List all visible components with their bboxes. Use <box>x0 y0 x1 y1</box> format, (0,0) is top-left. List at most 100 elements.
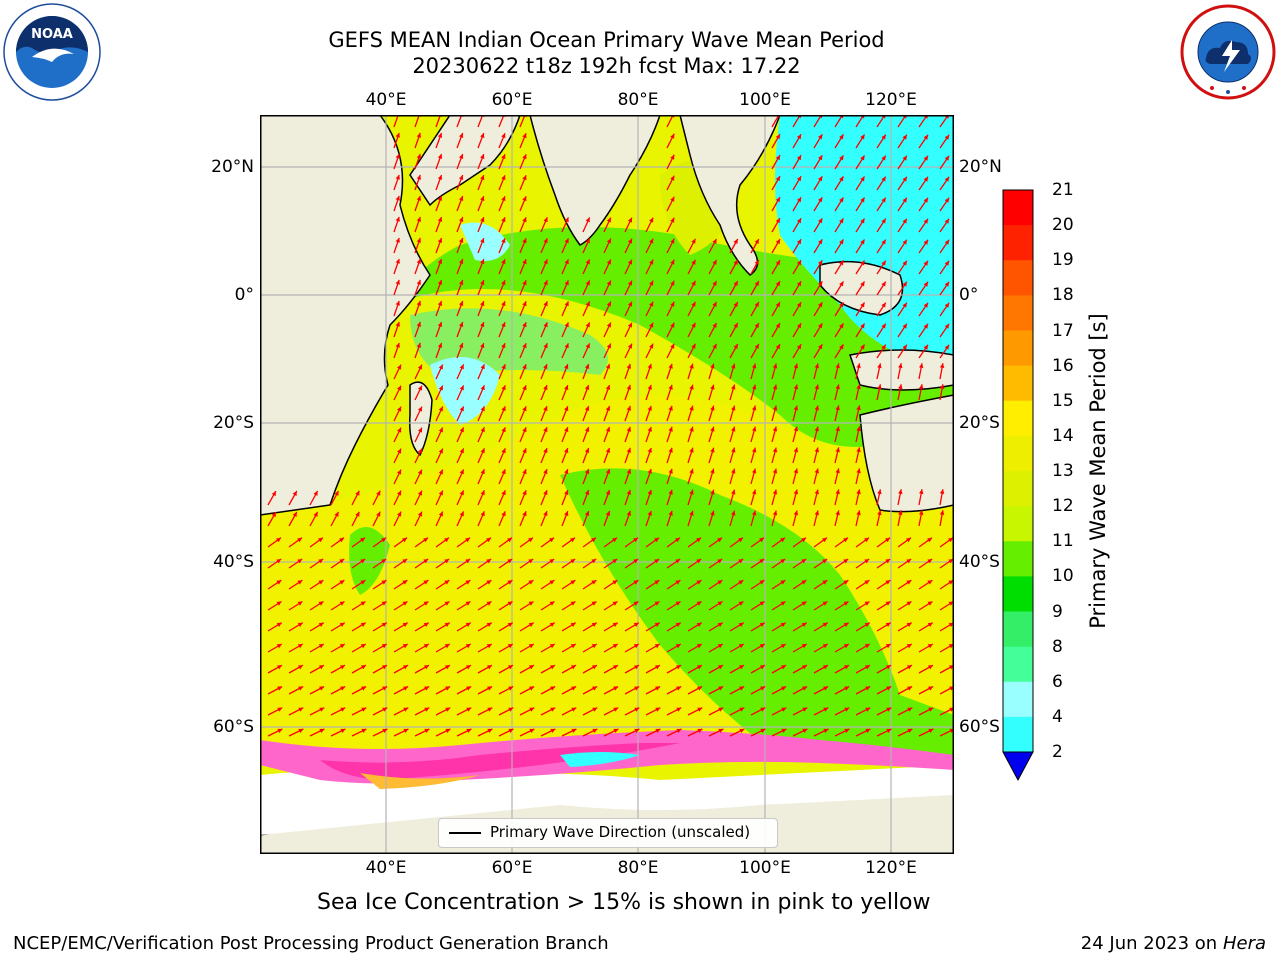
wave-arrow-head <box>670 217 675 223</box>
wave-arrow-head <box>760 728 766 733</box>
wave-arrow-head <box>906 622 912 627</box>
wave-arrow-head <box>403 665 408 670</box>
wave-arrow-head <box>796 134 802 140</box>
wave-arrow-head <box>927 559 933 564</box>
wave-arrow-head <box>465 559 471 564</box>
wave-arrow-head <box>501 427 506 433</box>
wave-arrow-head <box>865 728 871 733</box>
sea-ice-caption: Sea Ice Concentration > 15% is shown in … <box>317 890 931 915</box>
wave-arrow-head <box>670 133 675 139</box>
wave-arrow-head <box>465 537 470 543</box>
wave-arrow-head <box>944 302 950 308</box>
wave-arrow-head <box>319 686 325 691</box>
wave-arrow-head <box>814 405 819 411</box>
wave-arrow-head <box>881 218 886 224</box>
colorbar-title: Primary Wave Mean Period [s] <box>1086 313 1110 629</box>
wave-arrow-head <box>292 512 297 517</box>
wave-arrow-head <box>793 510 799 516</box>
wave-arrow-head <box>297 622 303 627</box>
colorbar-segment <box>1003 681 1033 718</box>
wave-arrow-head <box>902 218 907 224</box>
wave-arrow-head <box>752 510 757 516</box>
wave-arrow-head <box>839 218 844 224</box>
wave-arrow-head <box>738 559 744 564</box>
wave-arrow-head <box>731 447 736 453</box>
wave-arrow-head <box>835 405 840 411</box>
wave-arrow-head <box>480 217 485 223</box>
wave-arrow-head <box>507 580 513 585</box>
wave-arrow-head <box>626 426 631 432</box>
wave-arrow-head <box>501 154 506 160</box>
wave-arrow-head <box>549 601 555 606</box>
wave-arrow-head <box>549 622 555 627</box>
colorbar-segment <box>1003 576 1033 612</box>
wave-arrow-head <box>881 134 886 140</box>
wave-arrow-head <box>564 406 569 412</box>
wave-arrow-head <box>417 469 422 475</box>
wave-arrow-head <box>923 134 928 140</box>
colorbar-tick-label: 16 <box>1052 355 1074 376</box>
wave-arrow-head <box>529 686 535 691</box>
wave-arrow-head <box>923 155 928 161</box>
wave-arrow-head <box>860 176 865 182</box>
wave-arrow-head <box>712 322 717 328</box>
wave-arrow-head <box>480 364 485 370</box>
wave-arrow-head <box>864 559 870 564</box>
wave-arrow-head <box>668 468 673 474</box>
wave-arrow-head <box>818 344 823 350</box>
wave-arrow-head <box>670 196 675 202</box>
wave-arrow-shaft <box>435 115 442 128</box>
wave-arrow-head <box>796 260 802 266</box>
wave-arrow-head <box>691 259 696 265</box>
wave-arrow-head <box>626 447 631 453</box>
wave-arrow-head <box>360 601 366 606</box>
wave-arrow-head <box>633 622 639 627</box>
wave-arrow-head <box>886 728 892 733</box>
wave-arrow-head <box>793 384 799 390</box>
wave-arrow-head <box>689 447 694 453</box>
wave-arrow-head <box>444 622 450 627</box>
wave-arrow-head <box>801 537 806 543</box>
wave-arrow-head <box>480 175 485 181</box>
wave-arrow-head <box>318 580 324 585</box>
wave-arrow-head <box>423 580 429 585</box>
wave-arrow-head <box>459 469 464 475</box>
wave-arrow-head <box>423 622 429 627</box>
wave-arrow-head <box>592 665 597 670</box>
wave-arrow-head <box>902 176 907 182</box>
colorbar-tick-label: 21 <box>1052 180 1074 200</box>
wave-arrow-head <box>822 580 828 585</box>
wave-arrow-head <box>395 237 400 243</box>
wave-arrow-head <box>529 728 535 733</box>
wave-direction-arrows <box>267 115 954 737</box>
wave-arrow-head <box>395 153 400 159</box>
wave-arrow-head <box>772 426 778 432</box>
wave-arrow-head <box>549 580 555 585</box>
wave-arrow-head <box>864 644 870 649</box>
wave-arrow-head <box>814 384 819 390</box>
wave-arrow-head <box>670 343 675 349</box>
colorbar-segment <box>1003 646 1033 683</box>
wave-arrow-head <box>606 280 611 286</box>
wave-arrow-head <box>444 559 450 564</box>
wave-arrow-head <box>522 427 527 433</box>
wave-arrow-head <box>528 622 534 627</box>
wave-arrow-head <box>501 280 506 286</box>
wave-arrow-head <box>843 559 849 564</box>
wave-arrow-head <box>395 258 400 264</box>
wave-arrow-head <box>319 707 325 712</box>
wave-arrow-head <box>612 537 617 543</box>
wave-arrow-head <box>381 537 386 543</box>
wave-arrow-head <box>923 176 928 182</box>
wave-arrow-head <box>501 364 506 370</box>
wave-arrow-head <box>881 197 886 203</box>
wave-arrow-head <box>486 601 492 606</box>
wave-arrow-head <box>382 665 387 670</box>
wave-arrow-head <box>696 622 702 627</box>
wave-arrow-head <box>585 238 590 244</box>
wave-arrow-head <box>382 728 388 733</box>
wave-arrow-head <box>417 490 422 496</box>
wave-arrow-head <box>902 302 907 308</box>
wave-arrow-head <box>522 406 527 412</box>
wave-arrow-head <box>584 364 590 369</box>
